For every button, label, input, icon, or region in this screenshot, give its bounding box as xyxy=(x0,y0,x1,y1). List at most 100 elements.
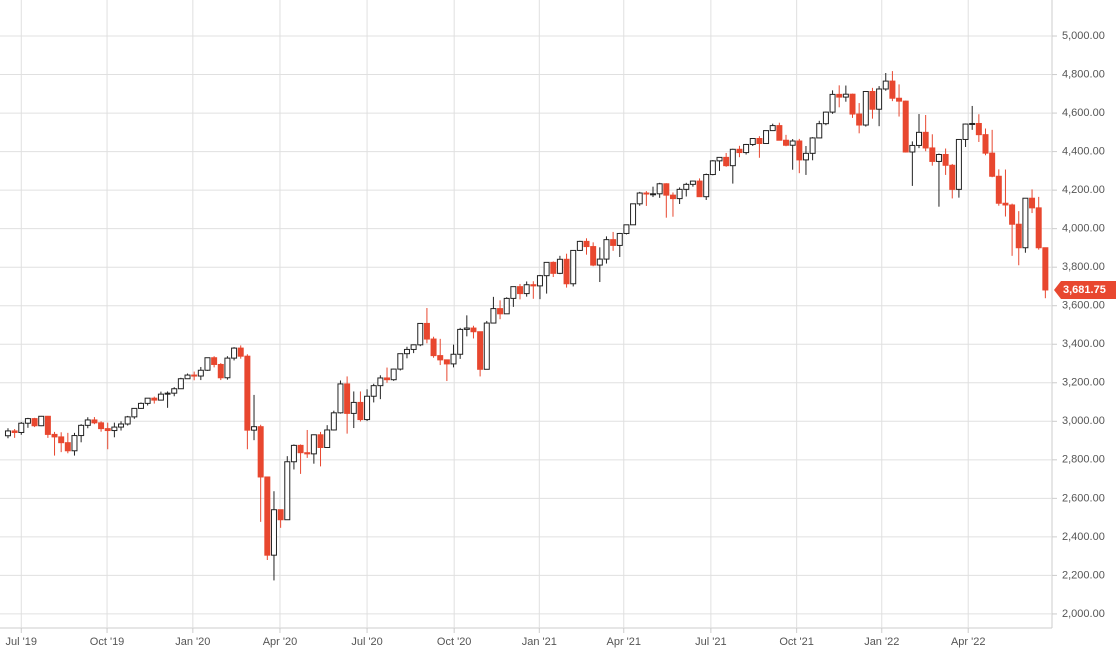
candle-body xyxy=(78,424,85,437)
candle-body xyxy=(470,327,477,333)
candle-body xyxy=(257,426,264,478)
candle-body xyxy=(423,322,430,340)
candle-body xyxy=(610,239,617,246)
candle-body xyxy=(104,428,111,432)
candle-body xyxy=(949,164,956,190)
x-tick-label: Apr '21 xyxy=(606,636,641,648)
candle-body xyxy=(696,180,703,198)
x-tick-label: Jan '22 xyxy=(864,636,899,648)
candle-body xyxy=(816,123,823,139)
candle-body xyxy=(417,322,424,346)
candle-body xyxy=(769,125,776,132)
candle-body xyxy=(570,249,577,285)
candle-body xyxy=(955,138,962,190)
candle-body xyxy=(849,93,856,115)
candle-body xyxy=(1002,202,1009,206)
candle-body xyxy=(583,240,590,248)
candle-body xyxy=(344,383,351,414)
candle-body xyxy=(211,357,218,365)
candle-body xyxy=(995,175,1002,204)
candle-body xyxy=(982,134,989,154)
candle-body xyxy=(304,452,311,455)
candle-body xyxy=(204,357,211,371)
y-tick-label: 3,600.00 xyxy=(1062,300,1105,312)
y-tick-label: 2,400.00 xyxy=(1062,531,1105,543)
candle-body xyxy=(450,353,457,365)
candle-body xyxy=(842,93,849,98)
candle-body xyxy=(18,422,25,433)
candle-body xyxy=(131,407,138,418)
candle-body xyxy=(749,138,756,145)
candle-body xyxy=(58,436,65,444)
candle-body xyxy=(11,430,18,433)
candle-body xyxy=(683,183,690,190)
candle-body xyxy=(663,183,670,196)
candle-body xyxy=(689,180,696,185)
candle-body xyxy=(763,130,770,145)
candle-body xyxy=(364,395,371,421)
candle-body xyxy=(536,275,543,287)
y-tick-label: 2,200.00 xyxy=(1062,569,1105,581)
candle-body xyxy=(157,393,164,401)
candle-body xyxy=(862,91,869,126)
x-tick-label: Oct '21 xyxy=(779,636,814,648)
candle-body xyxy=(669,194,676,200)
candle-body xyxy=(284,461,291,521)
candle-body xyxy=(290,444,297,463)
candle-body xyxy=(756,138,763,145)
candle-body xyxy=(1029,197,1036,209)
candle-body xyxy=(31,418,38,427)
candle-body xyxy=(137,402,144,409)
candle-body xyxy=(989,152,996,177)
x-tick-label: Jul '21 xyxy=(695,636,726,648)
candle-body xyxy=(490,308,497,324)
candle-body xyxy=(916,131,923,146)
candle-body xyxy=(1009,204,1016,225)
candle-body xyxy=(377,377,384,387)
candle-body xyxy=(91,419,98,424)
candle-body xyxy=(111,426,118,432)
candle-body xyxy=(869,91,876,110)
y-tick-label: 5,000.00 xyxy=(1062,30,1105,42)
candle-body xyxy=(909,144,916,153)
candle-body xyxy=(969,122,976,125)
candle-body xyxy=(922,131,929,149)
candle-body xyxy=(709,160,716,176)
candle-body xyxy=(962,123,969,140)
candle-body xyxy=(975,122,982,136)
candle-body xyxy=(902,100,909,153)
candle-body xyxy=(822,111,829,125)
candle-body xyxy=(856,113,863,126)
candle-body xyxy=(736,148,743,154)
candle-body xyxy=(802,152,809,161)
candle-body xyxy=(217,363,224,379)
candle-body xyxy=(297,444,304,454)
last-price-label: 3,681.75 xyxy=(1063,284,1106,296)
candle-body xyxy=(403,348,410,355)
candle-body xyxy=(876,88,883,110)
candle-body xyxy=(430,338,437,357)
candle-body xyxy=(244,355,251,431)
candle-body xyxy=(523,284,530,295)
y-tick-label: 3,400.00 xyxy=(1062,338,1105,350)
candle-body xyxy=(277,509,284,521)
y-tick-label: 3,000.00 xyxy=(1062,415,1105,427)
candle-body xyxy=(191,374,198,377)
x-tick-label: Jul '19 xyxy=(6,636,37,648)
candle-body xyxy=(1042,247,1049,291)
candle-body xyxy=(723,156,730,167)
candle-body xyxy=(264,476,271,556)
candle-body xyxy=(942,153,949,166)
candle-body xyxy=(38,415,45,427)
candle-body xyxy=(783,139,790,146)
y-tick-label: 3,800.00 xyxy=(1062,261,1105,273)
candle-body xyxy=(650,193,657,196)
last-price-tag xyxy=(1054,280,1116,299)
x-tick-label: Apr '22 xyxy=(951,636,986,648)
candle-body xyxy=(370,385,377,397)
candle-body xyxy=(384,377,391,381)
candle-body xyxy=(144,397,151,404)
candle-body xyxy=(324,429,331,448)
candle-body xyxy=(118,423,125,428)
